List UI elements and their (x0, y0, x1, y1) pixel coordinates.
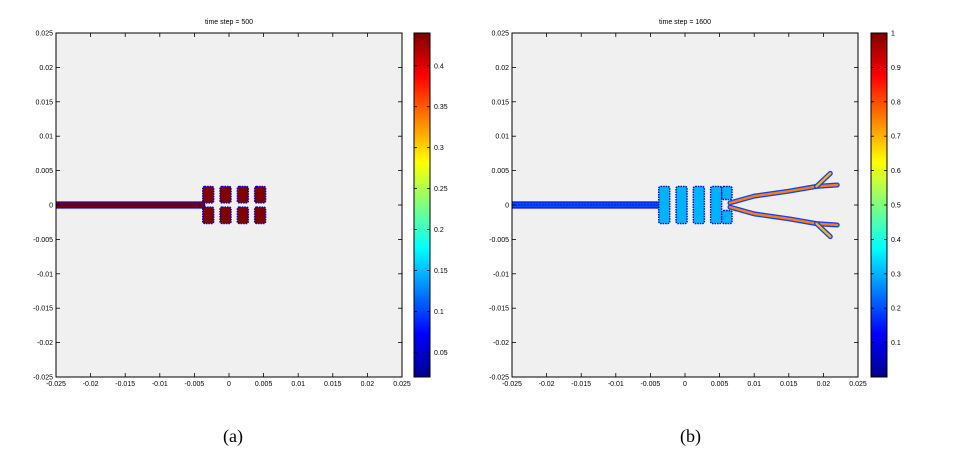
branch-mark (815, 222, 832, 238)
colorbar-tick-label: 0.4 (434, 63, 444, 70)
y-tick-label: -0.01 (37, 271, 53, 278)
block-mark (658, 185, 671, 225)
block-mark (253, 185, 267, 204)
y-tick-label: 0.01 (495, 134, 509, 141)
colorbar-tick-label: 0.05 (434, 350, 448, 357)
y-tick-label: -0.01 (493, 271, 509, 278)
x-tick-label: -0.01 (152, 381, 168, 388)
block-mark (692, 185, 706, 225)
y-tick-label: -0.015 (33, 306, 53, 313)
block-mark (236, 185, 250, 204)
colorbar-tick-label: 0.25 (434, 186, 448, 193)
x-tick-label: 0.02 (361, 381, 375, 388)
x-tick-label: -0.01 (608, 381, 624, 388)
caption-a: (a) (223, 426, 243, 446)
colorbar-tick-label: 0.2 (434, 227, 444, 234)
x-tick-label: 0.025 (849, 381, 867, 388)
colorbar-tick-label: 0.2 (891, 306, 901, 313)
x-tick-label: -0.025 (502, 381, 522, 388)
block-mark (720, 185, 733, 201)
y-tick-label: 0 (49, 203, 53, 210)
y-tick-label: 0.02 (495, 65, 509, 72)
branch-mark (815, 172, 832, 188)
colorbar-tick-label: 0.5 (891, 203, 901, 210)
colorbar-tick-label: 0.6 (891, 168, 901, 175)
y-tick-label: -0.025 (33, 375, 53, 382)
x-tick-label: 0.005 (255, 381, 273, 388)
colorbar-tick-label: 1 (891, 31, 895, 38)
x-tick-label: -0.005 (640, 381, 660, 388)
chart-title: time step = 1600 (659, 19, 711, 26)
branch-mark (728, 205, 839, 227)
block-mark (720, 209, 733, 225)
y-tick-label: 0.005 (491, 168, 509, 175)
colorbar-tick-label: 0.15 (434, 268, 448, 275)
x-tick-label: -0.005 (184, 381, 204, 388)
colorbar-tick-label: 0.4 (891, 237, 901, 244)
x-tick-label: -0.015 (115, 381, 135, 388)
colorbar-tick-label: 0.7 (891, 134, 901, 141)
y-tick-label: 0.025 (35, 31, 53, 38)
colorbar-tick-label: 0.8 (891, 99, 901, 106)
y-tick-label: -0.025 (489, 375, 509, 382)
x-tick-label: 0.015 (324, 381, 342, 388)
y-tick-label: 0.015 (35, 99, 53, 106)
y-tick-label: -0.02 (37, 340, 53, 347)
panel-b: time step = 1600 -0.025 -0.02 -0.015 -0.01 -0… (489, 19, 901, 388)
x-tick-label: 0.01 (291, 381, 305, 388)
block-mark (709, 185, 723, 225)
y-tick-label: 0.005 (35, 168, 53, 175)
colorbar-tick-label: 0.1 (891, 340, 901, 347)
y-tick-label: -0.005 (489, 237, 509, 244)
colorbar-tick-label: 0.9 (891, 65, 901, 72)
colorbar-tick-label: 0.1 (434, 309, 444, 316)
x-tick-label: 0.005 (711, 381, 729, 388)
y-tick-label: 0.025 (491, 31, 509, 38)
branch-mark (728, 183, 839, 205)
block-mark (236, 206, 250, 225)
y-tick-label: 0.015 (491, 99, 509, 106)
x-tick-label: 0 (227, 381, 231, 388)
y-tick-label: -0.015 (489, 306, 509, 313)
chart-title: time step = 500 (205, 19, 253, 26)
block-mark (675, 185, 688, 225)
y-tick-label: 0.02 (39, 65, 53, 72)
colorbar-tick-label: 0.35 (434, 104, 448, 111)
caption-b: (b) (680, 426, 701, 446)
x-tick-label: -0.02 (539, 381, 555, 388)
x-tick-label: -0.02 (83, 381, 99, 388)
x-tick-label: 0.02 (817, 381, 831, 388)
x-tick-label: -0.025 (46, 381, 66, 388)
colorbar-tick-label: 0.3 (891, 271, 901, 278)
x-tick-label: 0.015 (780, 381, 798, 388)
y-tick-label: -0.005 (33, 237, 53, 244)
y-tick-label: 0.01 (39, 134, 53, 141)
y-tick-label: -0.02 (493, 340, 509, 347)
block-mark (202, 206, 215, 225)
x-tick-label: 0.01 (747, 381, 761, 388)
block-mark (202, 185, 215, 204)
block-mark (219, 206, 232, 225)
block-mark (253, 206, 267, 225)
x-tick-label: -0.015 (571, 381, 591, 388)
x-tick-label: 0.025 (393, 381, 411, 388)
panel-a: time step = 500 -0.025 -0.02 -0.015 -0.01 -0.… (33, 19, 448, 388)
x-tick-label: 0 (683, 381, 687, 388)
y-tick-label: 0 (505, 203, 509, 210)
block-mark (219, 185, 232, 204)
colorbar (413, 32, 431, 378)
colorbar-tick-label: 0.3 (434, 145, 444, 152)
